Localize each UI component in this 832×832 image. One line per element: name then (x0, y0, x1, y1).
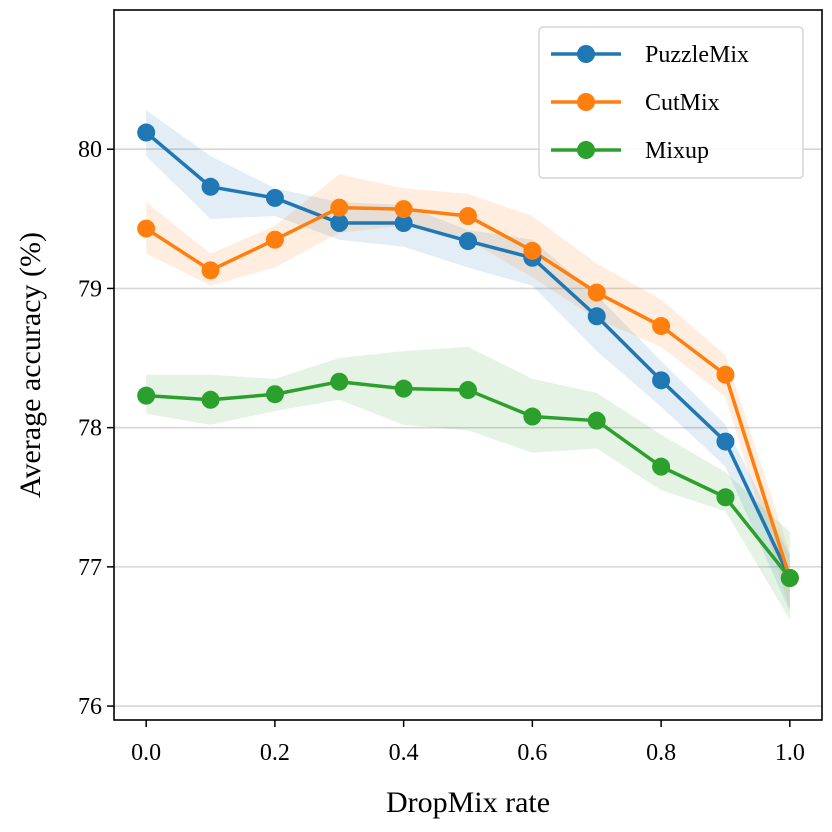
cutmix-band (146, 174, 790, 609)
cutmix-legend-label: CutMix (645, 90, 720, 116)
y-tick-label: 77 (78, 555, 102, 581)
puzzlemix-point (459, 232, 477, 251)
mixup-point (137, 386, 156, 405)
puzzlemix-legend-label: PuzzleMix (645, 42, 749, 68)
cutmix-point (265, 230, 284, 249)
y-tick-label: 79 (78, 276, 102, 302)
mixup-point (330, 372, 349, 391)
legend-entries: PuzzleMix CutMix Mixup (551, 42, 749, 164)
puzzlemix-point (716, 432, 735, 451)
cutmix-legend-marker (577, 93, 595, 111)
puzzlemix-point (137, 123, 156, 142)
puzzlemix-point (394, 214, 413, 232)
x-tick-label: 0.2 (260, 740, 290, 766)
puzzlemix-point (587, 307, 606, 326)
y-tick-label: 78 (78, 416, 102, 442)
x-tick-label: 0.0 (131, 740, 161, 766)
plot-frame (113, 9, 823, 721)
cutmix-point (201, 261, 220, 280)
cutmix-point (137, 219, 156, 238)
mixup-point (652, 457, 671, 476)
cutmix-point (716, 365, 735, 384)
mixup-legend-marker (577, 141, 595, 159)
cutmix-point (523, 241, 542, 260)
puzzlemix-legend-marker (577, 45, 595, 63)
x-tick-label: 0.6 (517, 740, 547, 766)
mixup-point (201, 390, 220, 409)
legend-box (538, 26, 804, 179)
y-axis-title: Average accuracy (%) (14, 232, 47, 498)
axis-ticks: 76 77 78 79 80 0.0 0.2 0.4 0.6 0.8 1.0 (78, 137, 805, 766)
x-tick-label: 0.4 (389, 740, 419, 766)
series-points (137, 123, 799, 587)
mixup-point (394, 379, 413, 398)
mixup-point (780, 569, 799, 587)
x-axis-title: DropMix rate (386, 786, 550, 819)
legend: PuzzleMix CutMix Mixup (538, 26, 804, 179)
gridlines (114, 148, 822, 707)
puzzlemix-point (201, 177, 220, 196)
puzzlemix-point (652, 371, 671, 390)
mixup-point (459, 381, 477, 400)
puzzlemix-point (265, 188, 284, 207)
puzzlemix-point (330, 214, 349, 232)
mixup-band (146, 346, 790, 620)
confidence-bands (146, 110, 790, 620)
mixup-point (265, 385, 284, 404)
mixup-legend-label: Mixup (645, 138, 709, 164)
y-tick-label: 76 (78, 694, 102, 720)
cutmix-point (459, 207, 477, 226)
x-tick-label: 1.0 (775, 740, 805, 766)
cutmix-point (330, 198, 349, 217)
mixup-point (587, 411, 606, 430)
cutmix-point (652, 317, 671, 336)
x-tick-label: 0.8 (646, 740, 676, 766)
mixup-point (716, 488, 735, 507)
cutmix-point (394, 200, 413, 219)
cutmix-point (587, 283, 606, 302)
y-tick-label: 80 (78, 137, 102, 163)
puzzlemix-band (146, 110, 790, 612)
mixup-point (523, 407, 542, 426)
